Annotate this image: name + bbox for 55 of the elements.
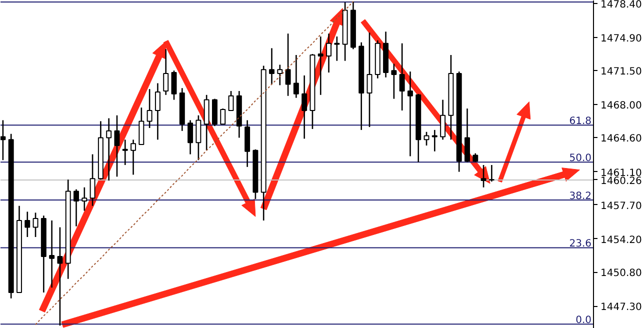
- y-tick-label: 1457.70: [600, 200, 642, 212]
- candlestick: [106, 118, 112, 182]
- candlestick: [163, 48, 169, 96]
- candlestick: [391, 63, 397, 100]
- candlestick: [154, 82, 160, 140]
- candlestick: [407, 70, 413, 157]
- candlestick: [480, 164, 486, 188]
- candlestick: [171, 70, 177, 100]
- candlestick: [424, 131, 430, 146]
- candlestick: [440, 99, 446, 140]
- candlestick: [293, 54, 299, 98]
- candlestick: [326, 32, 332, 74]
- candlestick: [49, 220, 55, 288]
- y-tick-label: 1454.20: [600, 234, 642, 246]
- candlestick: [302, 74, 308, 140]
- annotation: 0.0: [576, 315, 592, 326]
- candlestick: [196, 114, 202, 161]
- candlestick: [228, 90, 234, 112]
- candlestick: [146, 88, 152, 129]
- candlestick: [464, 108, 470, 163]
- candlestick: [220, 108, 226, 125]
- y-tick-label: 1464.60: [600, 134, 642, 145]
- annotation: 23.6: [569, 238, 592, 250]
- candlestick: [366, 32, 372, 128]
- candlestick: [399, 42, 405, 112]
- candlestick: [122, 139, 128, 166]
- candlestick: [74, 188, 79, 227]
- y-tick-label: 1468.00: [600, 100, 642, 112]
- ref-line-label: 1460.26: [600, 176, 642, 187]
- candlestick: [432, 129, 438, 152]
- candlestick: [138, 106, 144, 146]
- candlestick: [269, 48, 274, 85]
- candlestick: [130, 139, 136, 176]
- candlestick: [334, 36, 340, 62]
- candlestick: [318, 36, 324, 96]
- line-series: [35, 0, 354, 326]
- candlestick: [57, 226, 63, 326]
- candlestick: [285, 32, 291, 97]
- y-tick-label: 1474.90: [600, 33, 642, 44]
- candlestick: [24, 211, 30, 238]
- y-tick-label: 1478.40: [600, 0, 642, 10]
- candlestick: [90, 154, 96, 207]
- candlestick: [82, 186, 88, 212]
- y-tick-label: 1450.80: [600, 268, 642, 280]
- candlestick: [488, 164, 494, 182]
- candlestick: [0, 120, 6, 161]
- candlestick: [32, 212, 38, 238]
- annotation: 61.8: [569, 116, 592, 128]
- y-tick-label: 1447.30: [600, 302, 642, 314]
- y-tick-label: 1471.50: [600, 66, 642, 78]
- annotation: 50.0: [569, 153, 592, 164]
- candlestick: [188, 120, 194, 155]
- candlestick: [277, 64, 283, 86]
- annotation: 38.2: [569, 191, 592, 202]
- candlestick: [114, 114, 120, 178]
